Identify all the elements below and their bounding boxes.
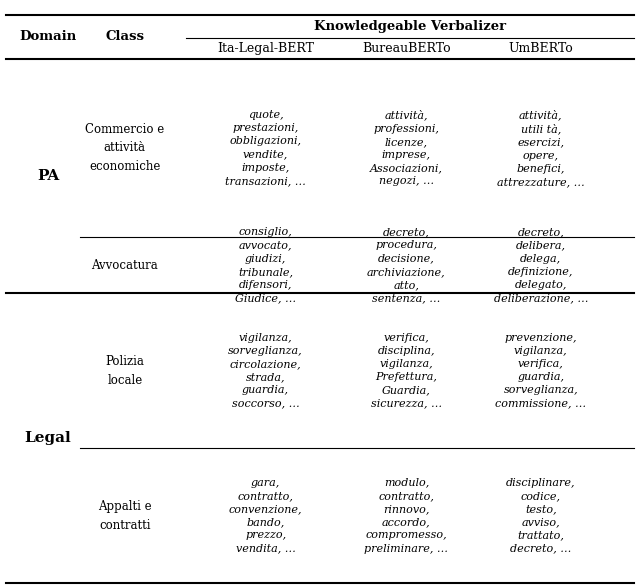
Text: decreto,
delibera,
delega,
definizione,
delegato,
deliberazione, …: decreto, delibera, delega, definizione, … xyxy=(493,227,588,303)
Text: disciplinare,
codice,
testo,
avviso,
trattato,
decreto, …: disciplinare, codice, testo, avviso, tra… xyxy=(506,478,575,554)
Text: Class: Class xyxy=(106,30,144,43)
Text: Commercio e: Commercio e xyxy=(85,122,164,136)
Text: Knowledgeable Verbalizer: Knowledgeable Verbalizer xyxy=(314,20,506,33)
Text: vigilanza,
sorveglianza,
circolazione,
strada,
guardia,
soccorso, …: vigilanza, sorveglianza, circolazione, s… xyxy=(228,333,303,408)
Text: Legal: Legal xyxy=(24,431,72,445)
Text: verifica,
disciplina,
vigilanza,
Prefettura,
Guardia,
sicurezza, …: verifica, disciplina, vigilanza, Prefett… xyxy=(371,333,442,408)
Text: gara,
contratto,
convenzione,
bando,
prezzo,
vendita, …: gara, contratto, convenzione, bando, pre… xyxy=(229,478,302,554)
Text: Avvocatura: Avvocatura xyxy=(92,258,158,272)
Text: attività: attività xyxy=(104,141,146,155)
Text: locale: locale xyxy=(107,373,143,387)
Text: Ita-Legal-BERT: Ita-Legal-BERT xyxy=(217,42,314,55)
Text: consiglio,
avvocato,
giudizi,
tribunale,
difensori,
Giudice, …: consiglio, avvocato, giudizi, tribunale,… xyxy=(235,227,296,303)
Text: attività,
professioni,
licenze,
imprese,
Associazioni,
negozi, …: attività, professioni, licenze, imprese,… xyxy=(370,110,443,186)
Text: quote,
prestazioni,
obbligazioni,
vendite,
imposte,
transazioni, …: quote, prestazioni, obbligazioni, vendit… xyxy=(225,110,306,186)
Text: Polizia: Polizia xyxy=(106,355,144,368)
Text: economiche: economiche xyxy=(89,160,161,173)
Text: UmBERTo: UmBERTo xyxy=(508,42,573,55)
Text: decreto,
procedura,
decisione,
archiviazione,
atto,
sentenza, …: decreto, procedura, decisione, archiviaz… xyxy=(367,227,445,303)
Text: prevenzione,
vigilanza,
verifica,
guardia,
sorveglianza,
commissione, …: prevenzione, vigilanza, verifica, guardi… xyxy=(495,333,586,408)
Text: PA: PA xyxy=(37,169,59,183)
Text: BureauBERTo: BureauBERTo xyxy=(362,42,451,55)
Text: modulo,
contratto,
rinnovo,
accordo,
compromesso,
preliminare, …: modulo, contratto, rinnovo, accordo, com… xyxy=(364,478,449,554)
Text: attività,
utili tà,
esercizi,
opere,
benefici,
attrezzature, …: attività, utili tà, esercizi, opere, ben… xyxy=(497,109,585,187)
Text: Domain: Domain xyxy=(19,30,77,43)
Text: Appalti e: Appalti e xyxy=(98,500,152,513)
Text: contratti: contratti xyxy=(99,519,150,532)
